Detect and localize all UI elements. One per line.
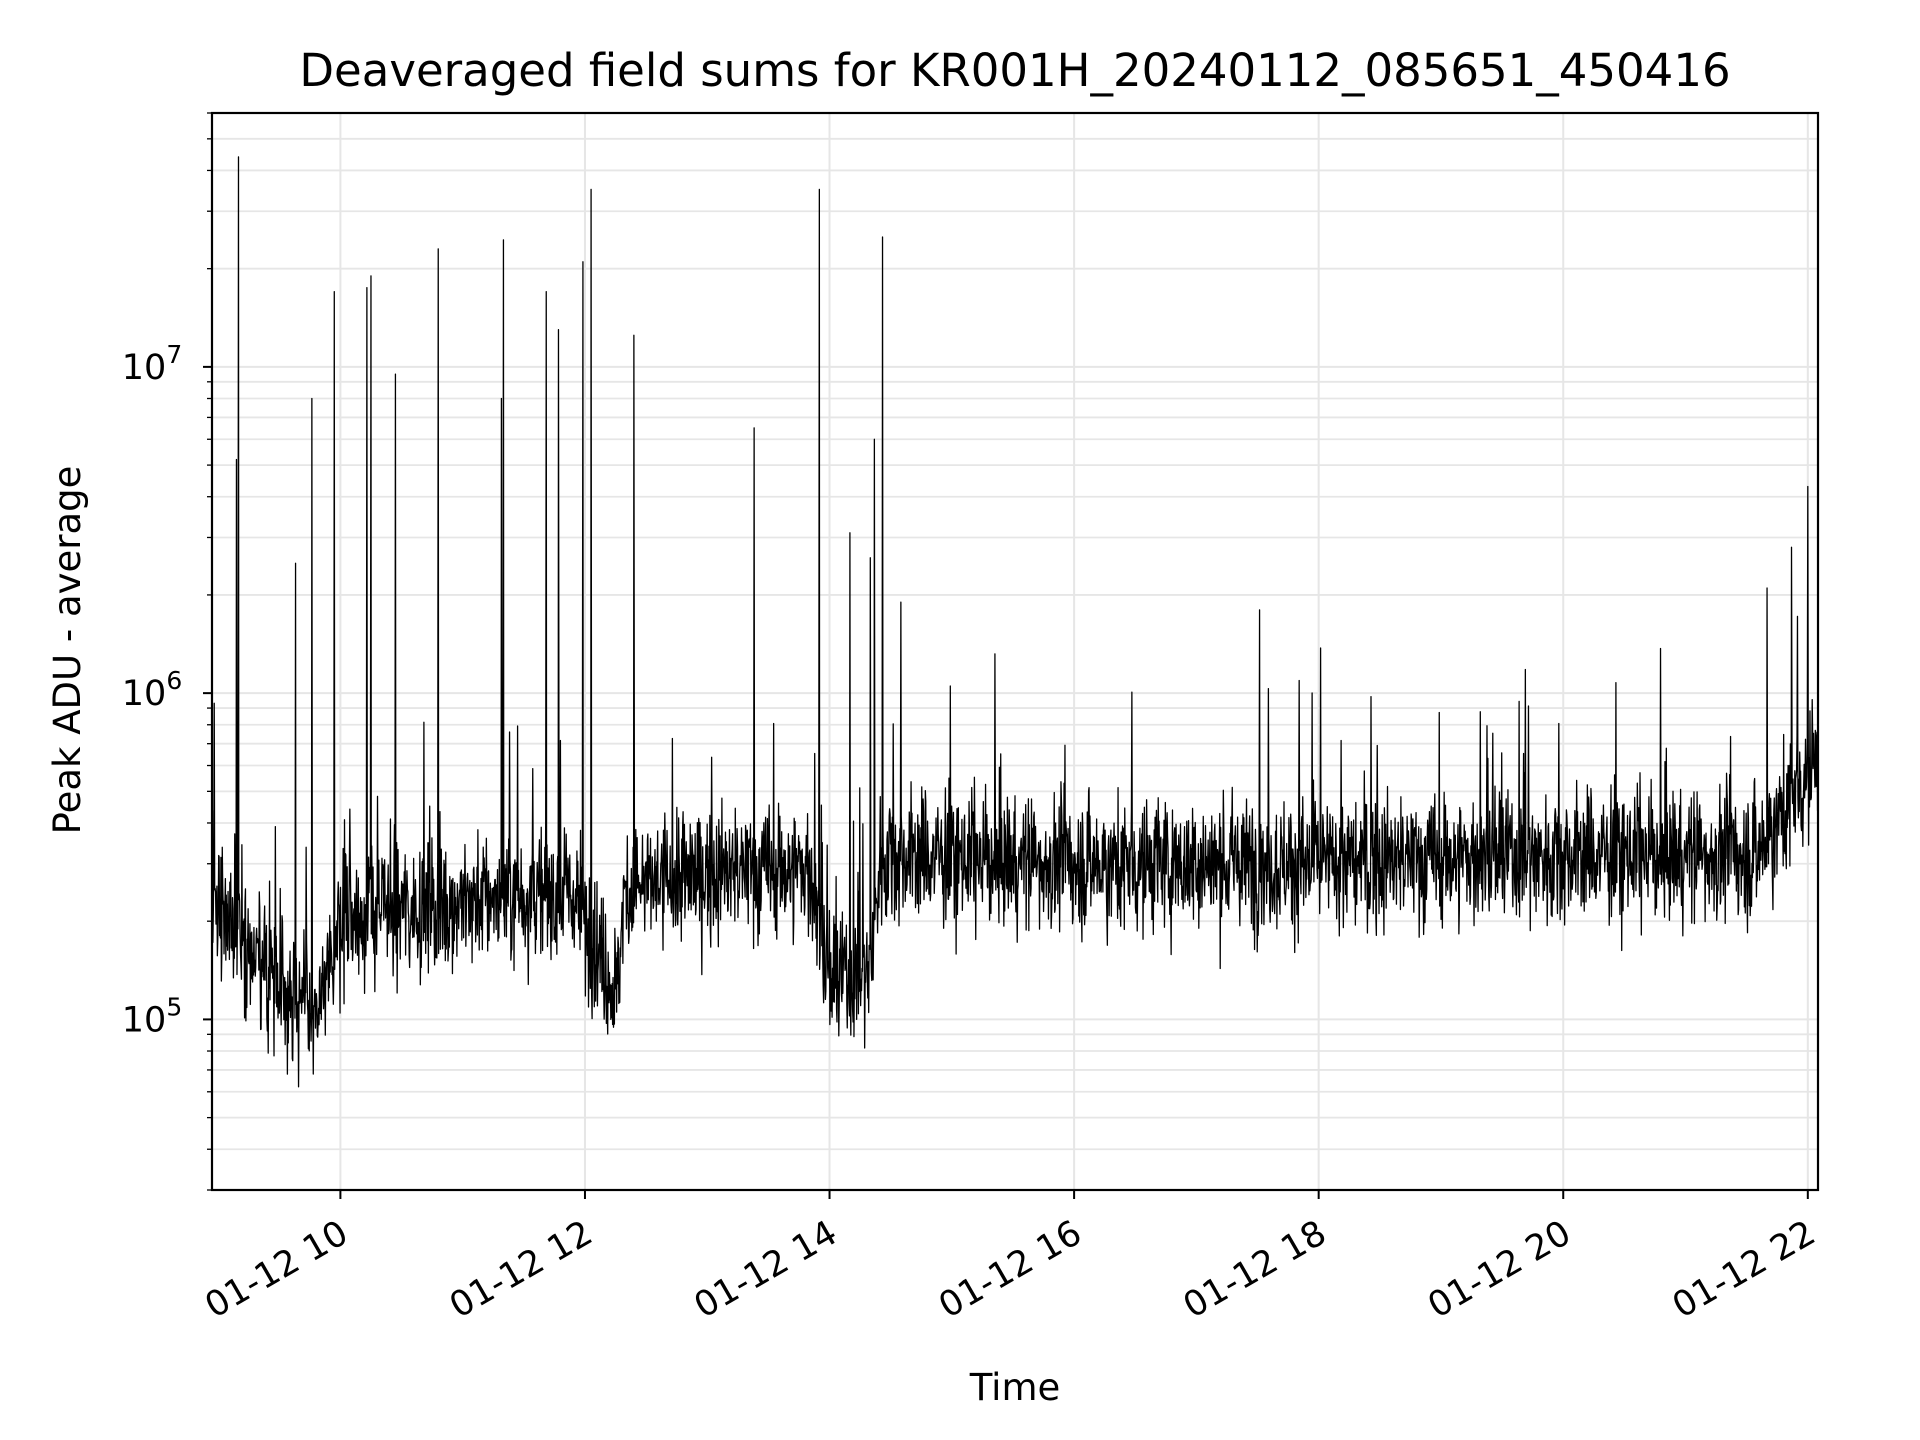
y-tick-label: 107 [122,340,182,388]
series-line [211,156,1819,1088]
plot-frame [210,111,1820,1192]
grid [212,112,1818,1191]
chart-title: Deaveraged field sums for KR001H_2024011… [299,44,1730,97]
y-axis-label: Peak ADU - average [46,466,89,835]
x-axis-label: Time [969,1366,1061,1409]
data-series [211,156,1819,1088]
y-tick-label: 106 [122,666,182,714]
y-tick-label: 105 [122,992,182,1040]
